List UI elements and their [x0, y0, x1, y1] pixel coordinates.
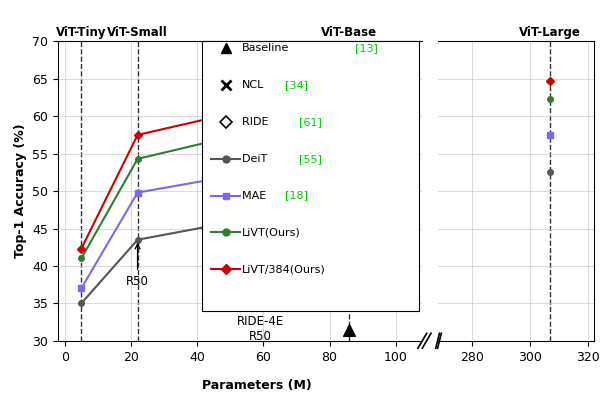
Text: LiVT(Ours): LiVT(Ours) — [242, 227, 300, 238]
Point — [255, 147, 265, 153]
Y-axis label: Top-1 Accuracy (%): Top-1 Accuracy (%) — [14, 124, 27, 258]
Text: RIDE-4E
R50: RIDE-4E R50 — [236, 156, 284, 343]
Text: NCL
R50×3: NCL R50×3 — [296, 124, 349, 268]
Text: MAE: MAE — [242, 191, 274, 201]
Text: [61]: [61] — [299, 117, 322, 127]
Text: [13]: [13] — [354, 43, 378, 53]
Text: [55]: [55] — [299, 154, 322, 164]
Text: Parameters (M): Parameters (M) — [202, 379, 312, 392]
Point — [345, 326, 354, 333]
Text: ViT-Large: ViT-Large — [520, 26, 581, 39]
Text: NCL: NCL — [242, 80, 264, 90]
Text: R50: R50 — [126, 244, 149, 288]
Text: LiVT/384(Ours): LiVT/384(Ours) — [242, 264, 326, 274]
Text: Baseline: Baseline — [242, 43, 289, 53]
Text: RIDE: RIDE — [242, 117, 272, 127]
FancyBboxPatch shape — [202, 41, 419, 311]
Text: ViT-Tiny: ViT-Tiny — [56, 26, 106, 39]
Text: ViT-Base: ViT-Base — [321, 26, 378, 39]
Text: ViT-Small: ViT-Small — [107, 26, 168, 39]
Text: DeiT: DeiT — [242, 154, 274, 164]
Text: [34]: [34] — [285, 80, 308, 90]
Text: [18]: [18] — [285, 191, 308, 201]
